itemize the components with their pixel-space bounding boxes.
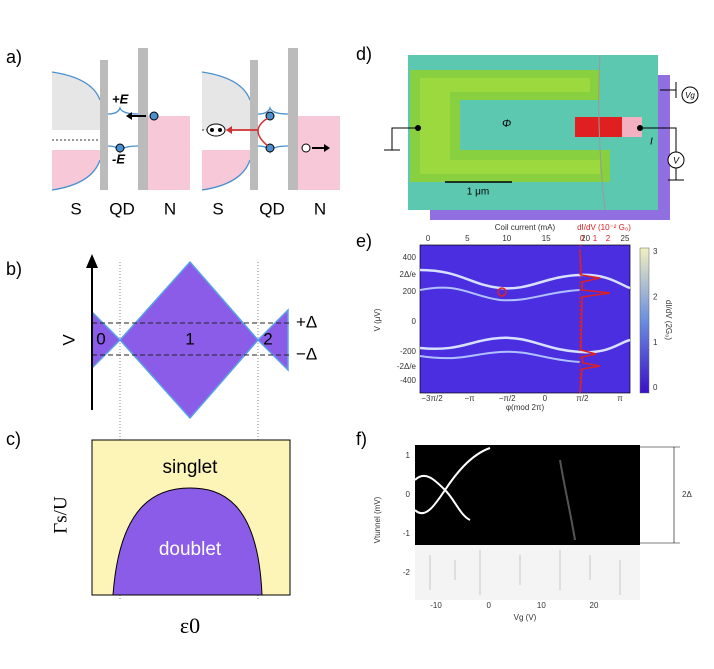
tick-label: 3 xyxy=(653,247,658,256)
tick-label: π xyxy=(617,394,623,403)
label: −Δ xyxy=(296,344,317,363)
tick-label: -10 xyxy=(430,601,442,610)
tick-label: −3π/2 xyxy=(421,394,443,403)
panel-f: f) 2Δ Vg (V) Vtunnel (mV) 10-1-2-10 0 10 20 xyxy=(356,429,692,622)
axis-label: dI/dV (2G₀) xyxy=(664,300,673,341)
label: -E xyxy=(112,151,125,166)
axis-label: V (μV) xyxy=(373,308,382,331)
axis-label: φ(mod 2π) xyxy=(506,403,545,412)
tick-label: 2 xyxy=(653,292,658,301)
label: singlet xyxy=(163,457,219,478)
axis-label: Vtunnel (mV) xyxy=(373,496,382,543)
tick-label: 20 xyxy=(581,234,590,243)
tick-label: 2 xyxy=(606,234,611,243)
junction-right: S QD N xyxy=(201,48,340,218)
label: +E xyxy=(112,91,129,106)
tick-label: -200 xyxy=(400,347,417,356)
label: QD xyxy=(109,199,135,218)
tick-label: π/2 xyxy=(576,394,589,403)
tick-label: 20 xyxy=(590,601,599,610)
label: Φ xyxy=(502,118,511,130)
axis-label: V xyxy=(59,334,78,346)
panel-e: e) Coil current (mA) dI/dV (10⁻² G₀) φ(m… xyxy=(356,223,673,412)
tick-label: -2 xyxy=(403,568,411,577)
tick-label: 0 xyxy=(543,394,548,403)
label: S xyxy=(70,199,81,218)
panel-a: a) +E -E S QD N xyxy=(6,47,340,218)
tick-label: 0 xyxy=(406,490,411,499)
panel-label: a) xyxy=(6,47,22,67)
label: N xyxy=(314,199,326,218)
tick-label: -400 xyxy=(400,376,417,385)
label: 2Δ xyxy=(682,490,692,499)
tick-label: −π/2 xyxy=(499,394,516,403)
region-label: 1 xyxy=(185,329,194,348)
tick-label: 200 xyxy=(403,287,417,296)
tick-label: 1 xyxy=(653,338,658,347)
tick-label: 5 xyxy=(465,234,470,243)
tick-label: 0 xyxy=(412,317,417,326)
label: QD xyxy=(259,199,285,218)
junction-left: +E -E S QD N xyxy=(51,48,190,218)
panel-c: c) singlet doublet Γs/U ε0 xyxy=(6,429,291,638)
tick-label: 0 xyxy=(486,601,491,610)
tick-label: −π xyxy=(464,394,475,403)
label: S xyxy=(212,199,223,218)
panel-d: d) V Vg I Φ 1 μm xyxy=(356,44,699,220)
tick-label: 0 xyxy=(580,234,585,243)
panel-label: d) xyxy=(356,44,372,64)
label: doublet xyxy=(159,539,222,560)
panel-label: f) xyxy=(356,429,367,449)
tick-label: 2Δ/e xyxy=(400,270,417,279)
label: Vg xyxy=(685,91,695,100)
tick-label: 10 xyxy=(537,601,546,610)
label: I xyxy=(650,137,653,148)
tick-label: 0 xyxy=(653,383,658,392)
panel-b: b) V 0 1 2 +Δ −Δ xyxy=(6,254,317,600)
axis-label: Coil current (mA) xyxy=(495,223,556,232)
tick-label: 1 xyxy=(406,451,411,460)
tick-label: 0 xyxy=(426,234,431,243)
panel-label: e) xyxy=(356,231,372,251)
label: +Δ xyxy=(296,312,317,331)
axis-label: dI/dV (10⁻² G₀) xyxy=(577,223,631,232)
scale-bar: 1 μm xyxy=(467,187,489,198)
label: N xyxy=(164,199,176,218)
tick-label: 400 xyxy=(403,253,417,262)
axis-label: Vg (V) xyxy=(514,613,537,622)
label: V xyxy=(673,155,680,165)
tick-label: -2Δ/e xyxy=(397,362,417,371)
tick-label: 25 xyxy=(621,234,630,243)
tick-label: 1 xyxy=(593,234,598,243)
region-label: 0 xyxy=(96,329,105,348)
axis-label: ε0 xyxy=(180,613,200,638)
panel-label: b) xyxy=(6,259,22,279)
axis-label: Γs/U xyxy=(50,496,71,534)
panel-label: c) xyxy=(6,429,21,449)
tick-label: 10 xyxy=(502,234,511,243)
tick-label: 15 xyxy=(542,234,551,243)
tick-label: -1 xyxy=(403,529,411,538)
region-label: 2 xyxy=(263,329,272,348)
